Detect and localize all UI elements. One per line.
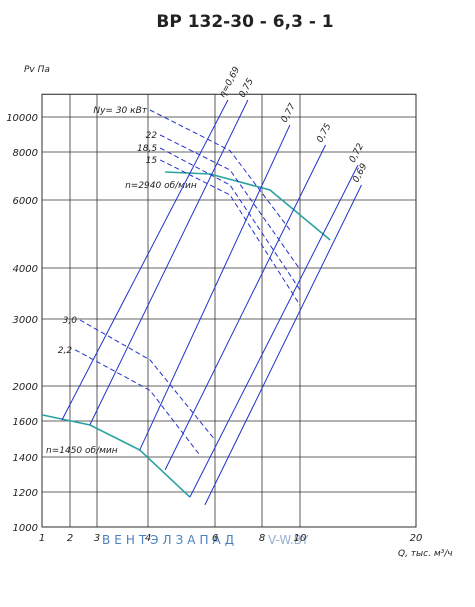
efficiency-label: 0,75 <box>315 122 333 145</box>
power-curve <box>159 134 301 270</box>
y-tick-label: 1600 <box>13 417 38 428</box>
y-tick-label: 1200 <box>13 488 38 499</box>
power-curve <box>74 349 201 456</box>
x-tick-label: 20 <box>410 533 423 544</box>
y-tick-label: 10000 <box>6 113 38 124</box>
x-tick-label: 4 <box>145 533 151 544</box>
power-label: 15 <box>146 156 158 166</box>
y-tick-label: 2000 <box>13 382 38 393</box>
efficiency-line <box>164 144 326 471</box>
curve-label: n=2940 об/мин <box>125 181 197 191</box>
speed-curve <box>165 171 331 241</box>
power-curve <box>159 159 301 306</box>
x-tick-label: 8 <box>259 533 265 544</box>
efficiency-line <box>139 124 291 451</box>
power-label: 3,0 <box>63 316 78 326</box>
power-curve <box>149 109 291 231</box>
y-tick-label: 8000 <box>13 148 38 159</box>
power-label: Ny= 30 кВт <box>93 106 147 116</box>
x-tick-label: 3 <box>94 533 100 544</box>
efficiency-label: 0,77 <box>280 102 298 125</box>
y-tick-label: 1400 <box>13 453 38 464</box>
y-tick-label: 3000 <box>13 315 38 326</box>
power-label: 2,2 <box>58 346 73 356</box>
y-axis-label: Pv Па <box>24 65 50 75</box>
efficiency-line <box>61 99 229 421</box>
efficiency-line <box>89 99 249 425</box>
y-tick-label: 6000 <box>13 196 38 207</box>
x-tick-label: 6 <box>212 533 218 544</box>
curve-label: n=1450 об/мин <box>46 446 118 456</box>
power-label: 18,5 <box>137 144 157 154</box>
speed-curve <box>41 414 191 498</box>
efficiency-label: 0,69 <box>351 162 369 185</box>
power-curve <box>159 147 301 291</box>
y-tick-label: 1000 <box>13 523 38 534</box>
plot-frame <box>41 93 417 528</box>
efficiency-line <box>204 184 362 506</box>
power-curve <box>79 319 216 441</box>
chart-title: ВР 132-30 - 6,3 - 1 <box>156 12 333 32</box>
efficiency-label: 0,75 <box>238 77 256 100</box>
power-label: 22 <box>146 131 158 141</box>
x-tick-label: 2 <box>67 533 73 544</box>
x-axis-label: Q, тыс. м³/ч <box>398 549 453 559</box>
watermark: V-W.BY <box>268 533 309 547</box>
efficiency-line <box>189 164 359 498</box>
y-tick-label: 4000 <box>13 264 38 275</box>
watermark: ВЕНТЭЛЗАПАД <box>102 533 238 547</box>
x-tick-label: 1 <box>39 533 45 544</box>
x-tick-label: 10 <box>294 533 307 544</box>
efficiency-label: 0,72 <box>348 142 366 165</box>
